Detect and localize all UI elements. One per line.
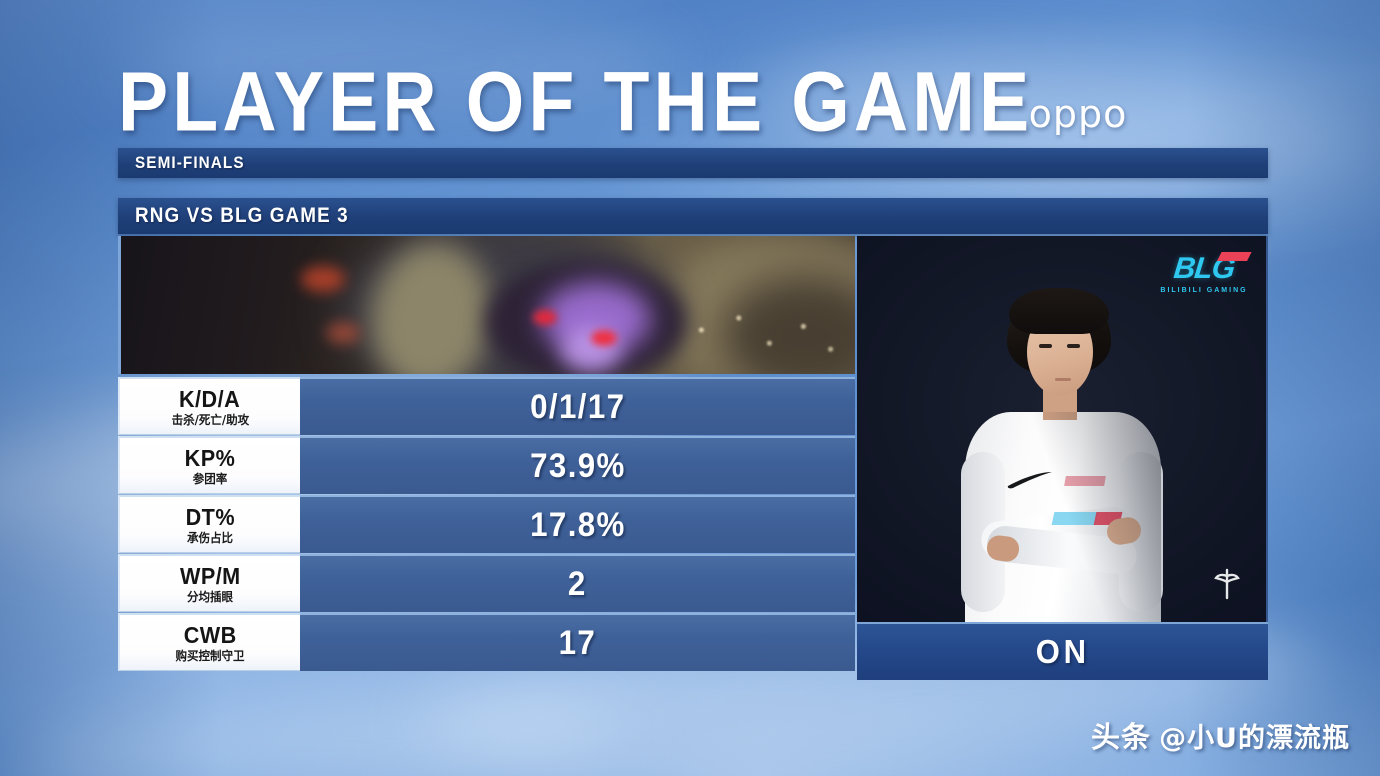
- stat-value-cell: 2: [300, 554, 855, 612]
- stage-bar: SEMI-FINALS: [118, 148, 1268, 178]
- stat-abbr: WP/M: [179, 562, 241, 589]
- page-title: PLAYER OF THE GAME: [118, 55, 1034, 150]
- champion-splash-art: [118, 236, 855, 374]
- table-row: DT% 承伤占比 17.8%: [118, 495, 855, 553]
- stats-table: K/D/A 击杀/死亡/助攻 0/1/17 KP% 参团率 73.9% DT% …: [118, 377, 855, 671]
- table-row: WP/M 分均插眼 2: [118, 554, 855, 612]
- player-name: ON: [1035, 633, 1090, 670]
- stat-cn: 分均插眼: [186, 589, 234, 604]
- player-name-bar: ON: [857, 622, 1268, 680]
- stat-label-cell: KP% 参团率: [118, 436, 300, 494]
- stat-value: 73.9%: [529, 446, 626, 485]
- stat-value: 17: [558, 623, 597, 662]
- stat-abbr: KP%: [184, 444, 236, 471]
- stat-value-cell: 17.8%: [300, 495, 855, 553]
- table-row: KP% 参团率 73.9%: [118, 436, 855, 494]
- cloud-streak: [0, 673, 623, 776]
- match-bar: RNG VS BLG GAME 3: [118, 198, 1268, 234]
- watermark-handle: @小U的漂流瓶: [1159, 723, 1350, 754]
- blg-red-accent: [1217, 252, 1252, 261]
- blg-sublabel: BILIBILI GAMING: [1160, 287, 1248, 294]
- stat-value: 17.8%: [529, 505, 626, 544]
- stat-abbr: DT%: [185, 503, 235, 530]
- stat-label-cell: DT% 承伤占比: [118, 495, 300, 553]
- blg-team-logo: BLG BILIBILI GAMING: [1156, 252, 1252, 294]
- stat-cn: 参团率: [192, 471, 228, 486]
- stage-label: SEMI-FINALS: [135, 153, 245, 172]
- stat-value-cell: 17: [300, 613, 855, 671]
- match-label: RNG VS BLG GAME 3: [135, 204, 349, 227]
- stat-label-cell: K/D/A 击杀/死亡/助攻: [118, 377, 300, 435]
- table-row: CWB 购买控制守卫 17: [118, 613, 855, 671]
- stat-abbr: K/D/A: [179, 385, 241, 412]
- blg-mark: BLG: [1156, 252, 1252, 285]
- table-row: K/D/A 击杀/死亡/助攻 0/1/17: [118, 377, 855, 435]
- stat-value: 0/1/17: [529, 387, 626, 426]
- stat-value: 2: [568, 564, 587, 603]
- stat-cn: 击杀/死亡/助攻: [171, 412, 249, 427]
- stat-label-cell: WP/M 分均插眼: [118, 554, 300, 612]
- watermark: 头条 @小U的漂流瓶: [1091, 714, 1350, 756]
- title-row: PLAYER OF THE GAME oppo: [118, 55, 1270, 150]
- stat-value-cell: 0/1/17: [300, 377, 855, 435]
- oppo-logo: oppo: [1028, 92, 1128, 136]
- nike-swoosh-icon: [1007, 472, 1053, 489]
- stat-label-cell: CWB 购买控制守卫: [118, 613, 300, 671]
- stat-cn: 承伤占比: [186, 530, 234, 545]
- player-photo-card: BLG BILIBILI GAMING: [857, 236, 1268, 622]
- stat-cn: 购买控制守卫: [175, 648, 245, 663]
- stat-abbr: CWB: [183, 621, 237, 648]
- stat-value-cell: 73.9%: [300, 436, 855, 494]
- watermark-source: 头条: [1091, 720, 1152, 754]
- fnatic-logo-icon: [1214, 568, 1240, 600]
